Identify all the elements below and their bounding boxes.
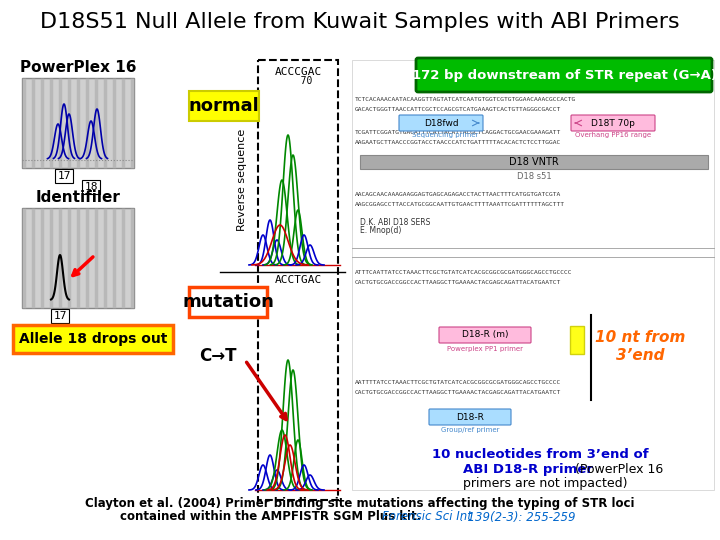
Text: 10 nt from: 10 nt from: [595, 330, 685, 346]
FancyBboxPatch shape: [439, 327, 531, 343]
Text: (PowerPlex 16: (PowerPlex 16: [571, 463, 663, 476]
Text: 18: 18: [84, 182, 98, 192]
Bar: [570, 326, 584, 354]
Text: C→T: C→T: [199, 347, 237, 365]
Text: CACTGTGCGACCGGCCACTTAAGGCTTGAAAACTACGAGCAGATTACATGAATCT: CACTGTGCGACCGGCCACTTAAGGCTTGAAAACTACGAGC…: [355, 280, 562, 285]
Text: D18-R (m): D18-R (m): [462, 330, 508, 340]
Text: primers are not impacted): primers are not impacted): [463, 476, 628, 489]
Text: GACACTGGGTTAACCATTCGCTCCAGCGTCATGAAAGTCACTGTTAGGGCGACCT: GACACTGGGTTAACCATTCGCTCCAGCGTCATGAAAGTCA…: [355, 107, 562, 112]
Text: AAGCGGAGCCTTACCATGCGGCAATTGTGAACTTTTAAATTCGATTTTTTAGCTTT: AAGCGGAGCCTTACCATGCGGCAATTGTGAACTTTTAAAT…: [355, 202, 565, 207]
FancyBboxPatch shape: [189, 287, 267, 317]
Text: ACCCGAC: ACCCGAC: [274, 67, 322, 77]
Text: contained within the AMPFISTR SGM Plus kit.: contained within the AMPFISTR SGM Plus k…: [120, 510, 426, 523]
FancyBboxPatch shape: [571, 115, 655, 131]
Text: . 139(2-3): 255-259: . 139(2-3): 255-259: [460, 510, 575, 523]
FancyBboxPatch shape: [399, 115, 483, 131]
Text: Sequencing primer: Sequencing primer: [412, 132, 478, 138]
Text: Reverse sequence: Reverse sequence: [237, 129, 247, 231]
Text: D18-R: D18-R: [456, 413, 484, 422]
FancyBboxPatch shape: [416, 58, 712, 92]
Bar: [22, 208, 134, 308]
Text: TCGATTCGGATGTGACATTTCATTACATTACGCTCAGGACTGCGAACGAAAGATT: TCGATTCGGATGTGACATTTCATTACATTACGCTCAGGAC…: [355, 130, 562, 135]
Bar: [22, 78, 134, 168]
Text: D18S51 Null Allele from Kuwait Samples with ABI Primers: D18S51 Null Allele from Kuwait Samples w…: [40, 12, 680, 32]
Text: 17: 17: [58, 171, 71, 181]
FancyBboxPatch shape: [429, 409, 511, 425]
Bar: [360, 155, 708, 169]
Text: 17: 17: [53, 311, 67, 321]
Text: E. Mnop(d): E. Mnop(d): [360, 226, 401, 235]
Text: ABI D18-R primer: ABI D18-R primer: [463, 463, 593, 476]
Text: Powerplex PP1 primer: Powerplex PP1 primer: [447, 346, 523, 352]
Text: AAGAATGCTTAACCCGGTACCTAACCCATCTGATTTTTACACACTCTCCTTGGAC: AAGAATGCTTAACCCGGTACCTAACCCATCTGATTTTTAC…: [355, 140, 562, 145]
Text: TCTCACAAACAATACAAGGTTAGTATCATCAATGTGGTCGTGTGGAACAAACGCCACTG: TCTCACAAACAATACAAGGTTAGTATCATCAATGTGGTCG…: [355, 97, 576, 102]
Text: D.K. ABI D18 SERS: D.K. ABI D18 SERS: [360, 218, 431, 227]
FancyBboxPatch shape: [189, 91, 259, 121]
Text: AACAGCAACAAAGAAGGAGTGAGCAGAGACCTACTTAACTTTCATGGTGATCGTA: AACAGCAACAAAGAAGGAGTGAGCAGAGACCTACTTAACT…: [355, 192, 562, 197]
Text: normal: normal: [189, 97, 259, 115]
Text: 70: 70: [283, 76, 312, 86]
Text: D18 s51: D18 s51: [517, 172, 552, 181]
Text: ACCTGAC: ACCTGAC: [274, 275, 322, 285]
FancyBboxPatch shape: [13, 325, 173, 353]
Text: CACTGTGCGACCGGCCACTTAAGGCTTGAAAACTACGAGCAGATTACATGAATCT: CACTGTGCGACCGGCCACTTAAGGCTTGAAAACTACGAGC…: [355, 390, 562, 395]
Text: AATTTTATCCTAAACTTCGCTGTATCATCACGCGGCGCGATGGGCAGCCTGCCCC: AATTTTATCCTAAACTTCGCTGTATCATCACGCGGCGCGA…: [355, 380, 562, 385]
Text: D18fwd: D18fwd: [423, 118, 459, 127]
Text: Overhang PP16 range: Overhang PP16 range: [575, 132, 651, 138]
Text: 3’end: 3’end: [616, 348, 665, 362]
Bar: [352, 60, 714, 490]
Text: mutation: mutation: [182, 293, 274, 311]
Text: PowerPlex 16: PowerPlex 16: [19, 60, 136, 76]
Text: Group/ref primer: Group/ref primer: [441, 427, 499, 433]
Text: 172 bp downstream of STR repeat (G→A): 172 bp downstream of STR repeat (G→A): [412, 69, 716, 82]
Text: D18 VNTR: D18 VNTR: [509, 157, 559, 167]
Text: 10 nucleotides from 3’end of: 10 nucleotides from 3’end of: [432, 449, 648, 462]
Text: Identifiler: Identifiler: [35, 191, 120, 206]
Text: Forensic Sci Int: Forensic Sci Int: [382, 510, 472, 523]
Bar: [258, 60, 338, 500]
Text: Allele 18 drops out: Allele 18 drops out: [19, 332, 167, 346]
Text: ATTTCAATTATCCTAAACTTCGCTGTATCATCACGCGGCGCGATGGGCAGCCTGCCCC: ATTTCAATTATCCTAAACTTCGCTGTATCATCACGCGGCG…: [355, 270, 572, 275]
Text: D18T 70p: D18T 70p: [591, 118, 635, 127]
Text: Clayton et al. (2004) Primer binding site mutations affecting the typing of STR : Clayton et al. (2004) Primer binding sit…: [85, 496, 635, 510]
